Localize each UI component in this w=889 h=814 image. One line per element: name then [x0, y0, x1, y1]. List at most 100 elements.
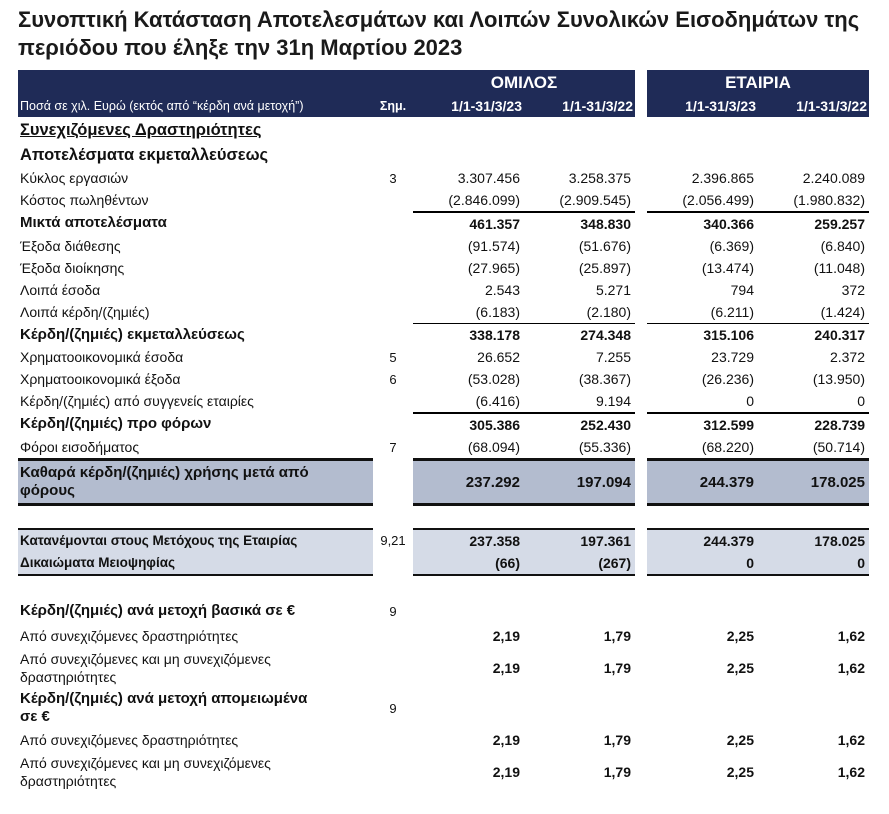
row-label: Έξοδα διοίκησης: [20, 260, 125, 276]
row-label: Από συνεχιζόμενες και μη συνεχιζόμενες δ…: [20, 755, 271, 789]
value-group-2022: (2.180): [586, 304, 631, 320]
value-company-2023: 244.379: [647, 528, 758, 552]
value-company-2022: [758, 598, 869, 624]
value-group-2023: 2.543: [484, 282, 520, 298]
value-group-2023: (27.965): [467, 260, 520, 276]
value-group-2023: [413, 117, 524, 143]
value-company-2023: 312.599: [647, 412, 758, 436]
value-group-2023: (6.183): [475, 304, 520, 320]
value-group-2022: [524, 598, 635, 624]
table-row: Κύκλος εργασιών 3 3.307.456 3.258.375 2.396.…: [18, 167, 869, 189]
value-company-2022: [758, 576, 869, 598]
column-gap: [635, 211, 647, 235]
row-label: Κόστος πωληθέντων: [20, 192, 149, 208]
row-note: [373, 624, 413, 648]
value-group-2023: 26.652: [477, 349, 520, 365]
value-company-2022: 1,62: [837, 732, 865, 748]
value-group-2022: (267): [524, 552, 635, 576]
value-group-2022: 5.271: [595, 282, 631, 298]
table-row: Κέρδη/(ζημιές) προ φόρων 305.386 252.430 31…: [18, 412, 869, 436]
value-group-2022: 1,79: [603, 660, 631, 676]
value-group-2022: [524, 576, 635, 598]
row-label: Κέρδη/(ζημιές) εκμεταλλεύσεως: [20, 325, 245, 343]
value-group-2022: (25.897): [578, 260, 631, 276]
value-group-2022: 348.830: [524, 211, 635, 235]
table-row: Κέρδη/(ζημιές) ανά μετοχή απομειωμένα σε…: [18, 688, 869, 728]
row-note: [373, 752, 413, 792]
value-group-2022: 1,79: [603, 628, 631, 644]
note-header: Σημ.: [373, 94, 413, 117]
column-gap: [635, 528, 647, 552]
value-company-2022: 178.025: [758, 528, 869, 552]
value-group-2023: 3.307.456: [457, 170, 520, 186]
row-note: 9: [389, 700, 397, 716]
table-row: Χρηματοοικονομικά έξοδα 6 (53.028) (38.367)…: [18, 368, 869, 390]
value-group-2022: 274.348: [524, 323, 635, 346]
income-statement-table: ΟΜΙΛΟΣ ΕΤΑΙΡΙΑ Ποσά σε χιλ. Ευρώ (εκτός …: [18, 70, 869, 792]
value-company-2022: 2.240.089: [802, 170, 865, 186]
value-company-2023: (68.220): [701, 439, 754, 455]
value-group-2022: [524, 143, 635, 167]
table-row: Λοιπά έσοδα 2.543 5.271 794 372: [18, 279, 869, 301]
row-note: 3: [389, 170, 397, 186]
value-company-2022: 1,62: [837, 628, 865, 644]
amounts-note: Ποσά σε χιλ. Ευρώ (εκτός από “κέρδη ανά …: [18, 94, 373, 117]
value-company-2022: 178.025: [758, 458, 869, 506]
table-row: Από συνεχιζόμενες και μη συνεχιζόμενες δ…: [18, 648, 869, 688]
column-gap: [635, 624, 647, 648]
value-company-2023: 794: [730, 282, 754, 298]
column-gap: [635, 412, 647, 436]
value-company-2023: [647, 598, 758, 624]
value-group-2022: 9.194: [595, 393, 631, 409]
column-gap: [635, 648, 647, 688]
row-note: 9,21: [380, 532, 406, 548]
value-company-2023: 0: [647, 552, 758, 576]
column-gap: [635, 688, 647, 728]
value-group-2023: 2,19: [492, 764, 520, 780]
row-note: [373, 323, 413, 346]
value-company-2023: [647, 143, 758, 167]
value-company-2022: 0: [758, 552, 869, 576]
value-company-2023: 2,25: [726, 732, 754, 748]
value-company-2022: [758, 117, 869, 143]
table-row: Έξοδα διάθεσης (91.574) (51.676) (6.369) (6.…: [18, 235, 869, 257]
row-note: [373, 189, 413, 211]
table-row: Κέρδη/(ζημιές) ανά μετοχή βασικά σε € 9: [18, 598, 869, 624]
value-company-2023: 0: [746, 393, 754, 409]
row-note: 7: [389, 439, 397, 455]
row-label: Φόροι εισοδήματος: [20, 439, 140, 455]
value-company-2022: (13.950): [812, 371, 865, 387]
table-row: Κέρδη/(ζημιές) εκμεταλλεύσεως 338.178 274.…: [18, 323, 869, 346]
row-label: Κατανέμονται στους Μετόχους της Εταιρίας: [18, 528, 373, 552]
table-row: Χρηματοοικονομικά έσοδα 5 26.652 7.255 23.72…: [18, 346, 869, 368]
value-group-2022: (51.676): [578, 238, 631, 254]
value-company-2022: (1.424): [820, 304, 865, 320]
value-company-2022: (50.714): [812, 439, 865, 455]
row-note: [373, 576, 413, 598]
column-gap: [635, 458, 647, 506]
value-group-2023: (66): [413, 552, 524, 576]
value-company-2023: (13.474): [701, 260, 754, 276]
group-header: ΟΜΙΛΟΣ: [413, 70, 635, 94]
value-group-2023: 2,19: [492, 660, 520, 676]
column-gap: [635, 436, 647, 458]
value-group-2022: 3.258.375: [568, 170, 631, 186]
value-company-2022: [758, 688, 869, 728]
value-group-2022: 252.430: [524, 412, 635, 436]
value-group-2022: (55.336): [578, 439, 631, 455]
table-row: Αποτελέσματα εκμεταλλεύσεως: [18, 143, 869, 167]
value-group-2023: [413, 576, 524, 598]
row-label: Κύκλος εργασιών: [20, 170, 129, 186]
table-row: Από συνεχιζόμενες δραστηριότητες 2,19 1,79…: [18, 728, 869, 752]
value-group-2023: (91.574): [467, 238, 520, 254]
row-label: Κέρδη/(ζημιές) από συγγενείς εταιρίες: [20, 393, 254, 409]
value-company-2023: 315.106: [647, 323, 758, 346]
column-gap: [635, 235, 647, 257]
row-label: Από συνεχιζόμενες και μη συνεχιζόμενες δ…: [20, 651, 271, 685]
value-group-2022: (2.909.545): [559, 192, 631, 208]
table-row: Κέρδη/(ζημιές) από συγγενείς εταιρίες (6.…: [18, 390, 869, 412]
value-group-2022: 1,79: [603, 732, 631, 748]
row-label: Από συνεχιζόμενες δραστηριότητες: [20, 628, 239, 644]
row-note: [373, 143, 413, 167]
value-company-2023: [647, 688, 758, 728]
